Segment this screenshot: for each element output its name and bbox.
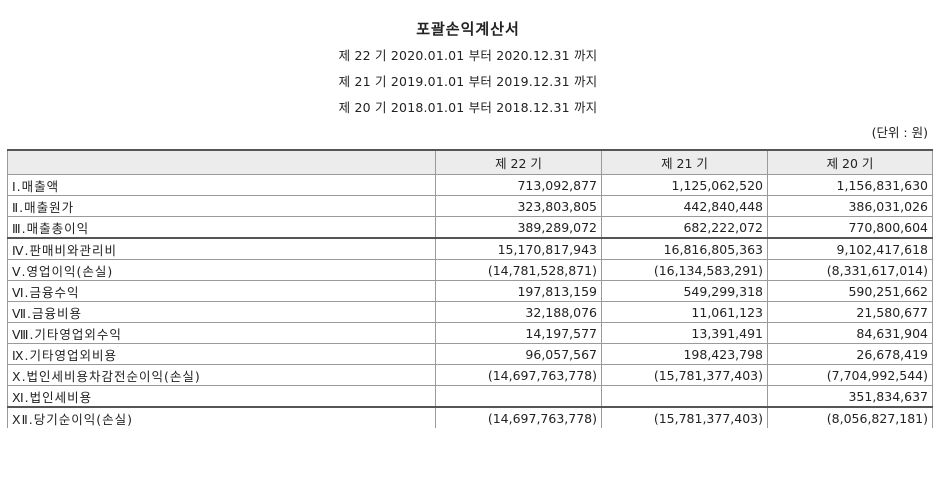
value-20: (8,056,827,181) — [767, 406, 933, 428]
row-label: Ⅹ.법인세비용차감전순이익(손실) — [7, 364, 436, 386]
row-label: ⅩⅡ.당기순이익(손실) — [7, 406, 436, 428]
row-label: Ⅶ.금융비용 — [7, 301, 436, 323]
value-21: 11,061,123 — [601, 301, 768, 323]
column-header-21: 제 21 기 — [601, 149, 768, 175]
table-header-row: 제 22 기 제 21 기 제 20 기 — [7, 149, 933, 175]
value-22: 32,188,076 — [435, 301, 602, 323]
row-label: Ⅵ.금융수익 — [7, 280, 436, 302]
table-row: Ⅶ.금융비용 32,188,076 11,061,123 21,580,677 — [7, 301, 933, 323]
column-header-label — [7, 149, 436, 175]
value-20: 590,251,662 — [767, 280, 933, 302]
row-label: Ⅷ.기타영업외수익 — [7, 322, 436, 344]
table-row: Ⅰ.매출액 713,092,877 1,125,062,520 1,156,83… — [7, 174, 933, 196]
period-line-21: 제 21 기 2019.01.01 부터 2019.12.31 까지 — [338, 74, 598, 89]
value-22: (14,697,763,778) — [435, 364, 602, 386]
value-21: (15,781,377,403) — [601, 406, 768, 428]
table-row: Ⅹ.법인세비용차감전순이익(손실) (14,697,763,778) (15,7… — [7, 364, 933, 386]
value-22: (14,781,528,871) — [435, 259, 602, 281]
value-21: (15,781,377,403) — [601, 364, 768, 386]
value-20: 21,580,677 — [767, 301, 933, 323]
period-line-20: 제 20 기 2018.01.01 부터 2018.12.31 까지 — [338, 100, 598, 115]
value-21: 198,423,798 — [601, 343, 768, 365]
table-row: Ⅳ.판매비와관리비 15,170,817,943 16,816,805,363 … — [7, 237, 933, 260]
value-20: 26,678,419 — [767, 343, 933, 365]
table-row: Ⅷ.기타영업외수익 14,197,577 13,391,491 84,631,9… — [7, 322, 933, 344]
value-21 — [601, 385, 768, 408]
value-22: (14,697,763,778) — [435, 406, 602, 428]
value-21: 549,299,318 — [601, 280, 768, 302]
value-20: (7,704,992,544) — [767, 364, 933, 386]
period-line-22: 제 22 기 2020.01.01 부터 2020.12.31 까지 — [338, 48, 598, 63]
value-20: 1,156,831,630 — [767, 174, 933, 196]
value-20: (8,331,617,014) — [767, 259, 933, 281]
row-label: Ⅺ.법인세비용 — [7, 385, 436, 408]
value-20: 770,800,604 — [767, 216, 933, 239]
table-row: Ⅱ.매출원가 323,803,805 442,840,448 386,031,0… — [7, 195, 933, 217]
value-22: 713,092,877 — [435, 174, 602, 196]
value-21: 682,222,072 — [601, 216, 768, 239]
value-22: 15,170,817,943 — [435, 237, 602, 260]
value-22: 323,803,805 — [435, 195, 602, 217]
row-label: Ⅴ.영업이익(손실) — [7, 259, 436, 281]
row-label: Ⅰ.매출액 — [7, 174, 436, 196]
value-22: 14,197,577 — [435, 322, 602, 344]
value-20: 9,102,417,618 — [767, 237, 933, 260]
income-statement-table: 제 22 기 제 21 기 제 20 기 Ⅰ.매출액 713,092,877 1… — [7, 149, 933, 428]
value-21: 1,125,062,520 — [601, 174, 768, 196]
table-row: ⅩⅡ.당기순이익(손실) (14,697,763,778) (15,781,37… — [7, 406, 933, 428]
value-20: 84,631,904 — [767, 322, 933, 344]
value-20: 351,834,637 — [767, 385, 933, 408]
table-row: Ⅸ.기타영업외비용 96,057,567 198,423,798 26,678,… — [7, 343, 933, 365]
table-row: Ⅲ.매출총이익 389,289,072 682,222,072 770,800,… — [7, 216, 933, 239]
value-22: 96,057,567 — [435, 343, 602, 365]
value-21: (16,134,583,291) — [601, 259, 768, 281]
row-label: Ⅸ.기타영업외비용 — [7, 343, 436, 365]
table-row: Ⅴ.영업이익(손실) (14,781,528,871) (16,134,583,… — [7, 259, 933, 281]
value-21: 442,840,448 — [601, 195, 768, 217]
statement-title: 포괄손익계산서 — [416, 20, 520, 38]
value-22 — [435, 385, 602, 408]
row-label: Ⅳ.판매비와관리비 — [7, 237, 436, 260]
value-20: 386,031,026 — [767, 195, 933, 217]
value-22: 197,813,159 — [435, 280, 602, 302]
unit-label: (단위 : 원) — [871, 125, 928, 140]
value-21: 13,391,491 — [601, 322, 768, 344]
row-label: Ⅲ.매출총이익 — [7, 216, 436, 239]
column-header-20: 제 20 기 — [767, 149, 933, 175]
row-label: Ⅱ.매출원가 — [7, 195, 436, 217]
value-22: 389,289,072 — [435, 216, 602, 239]
value-21: 16,816,805,363 — [601, 237, 768, 260]
table-row: Ⅺ.법인세비용 351,834,637 — [7, 385, 933, 408]
column-header-22: 제 22 기 — [435, 149, 602, 175]
table-row: Ⅵ.금융수익 197,813,159 549,299,318 590,251,6… — [7, 280, 933, 302]
